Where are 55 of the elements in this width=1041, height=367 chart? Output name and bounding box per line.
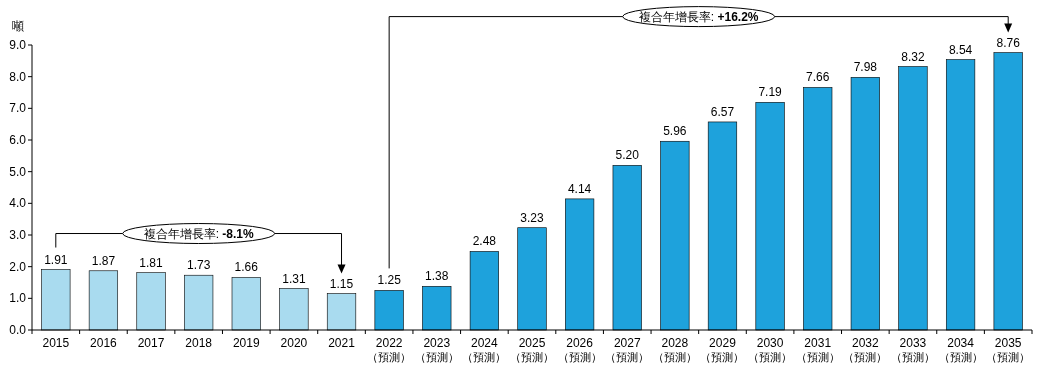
x-tick-label: 2022 （預測） — [367, 336, 412, 363]
x-tick-label: 2027 （預測） — [605, 336, 650, 363]
data-label: 1.87 — [91, 253, 116, 268]
annotation: 複合年增長率: -8.1% — [143, 226, 254, 241]
x-tick-label: 2029 （預測） — [700, 336, 745, 363]
x-tick-label: 2021 — [328, 336, 356, 350]
x-tick-label: 2019 — [232, 336, 260, 350]
data-label: 3.23 — [520, 210, 544, 225]
data-label: 1.31 — [282, 271, 306, 286]
x-tick-label: 2030 （預測） — [748, 336, 793, 363]
data-label: 7.66 — [806, 70, 830, 85]
x-tick-label: 2018 — [185, 336, 213, 350]
y-tick-label: 7.0 — [9, 101, 27, 116]
data-label: 1.25 — [377, 273, 402, 288]
data-label: 8.54 — [948, 42, 973, 57]
data-label: 1.15 — [329, 276, 354, 291]
text: 複合年增長率: +16.2% — [638, 9, 759, 24]
x-tick-label: 2020 — [280, 336, 308, 350]
x-tick-label: 2016 — [90, 336, 118, 350]
y-axis-title: 噸 — [12, 19, 24, 33]
data-label: 5.20 — [615, 148, 640, 163]
x-tick-label: 2028 （預測） — [652, 336, 697, 363]
data-label: 1.73 — [186, 258, 211, 273]
x-tick-label: 2032 （預測） — [843, 336, 888, 363]
x-tick-label: 2023 （預測） — [414, 336, 459, 363]
data-label: 8.76 — [996, 35, 1021, 50]
data-label: 7.19 — [758, 85, 783, 100]
x-tick-label: 2017 — [137, 336, 165, 350]
y-tick-label: 0.0 — [9, 323, 27, 337]
data-label: 1.81 — [139, 255, 164, 270]
x-tick-label: 2024 （預測） — [462, 336, 507, 363]
data-label: 2.48 — [472, 234, 497, 249]
y-tick-label: 8.0 — [9, 69, 27, 84]
y-tick-label: 1.0 — [9, 291, 27, 306]
y-tick-label: 4.0 — [9, 196, 27, 211]
data-label: 6.57 — [710, 104, 735, 119]
x-tick-label: 2034 （預測） — [938, 336, 983, 363]
x-tick-label: 2031 （預測） — [795, 336, 840, 363]
data-label: 1.91 — [44, 252, 68, 267]
data-label: 7.98 — [853, 60, 878, 75]
data-label: 1.38 — [425, 269, 449, 284]
data-label: 8.32 — [901, 49, 925, 64]
y-tick-label: 6.0 — [9, 133, 27, 147]
x-tick-label: 2015 — [42, 336, 70, 350]
x-tick-label: 2026 （預測） — [557, 336, 602, 363]
x-tick-label: 2025 （預測） — [510, 336, 554, 363]
x-tick-label: 2033 （預測） — [890, 336, 935, 363]
y-tick-label: 3.0 — [9, 228, 27, 242]
x-tick-label: 2035 （預測） — [986, 336, 1031, 363]
y-tick-label: 9.0 — [9, 38, 27, 52]
y-tick-label: 5.0 — [9, 164, 27, 179]
data-label: 4.14 — [567, 181, 592, 196]
data-label: 1.66 — [234, 260, 259, 275]
data-label: 5.96 — [663, 124, 687, 139]
y-tick-label: 2.0 — [9, 259, 27, 274]
